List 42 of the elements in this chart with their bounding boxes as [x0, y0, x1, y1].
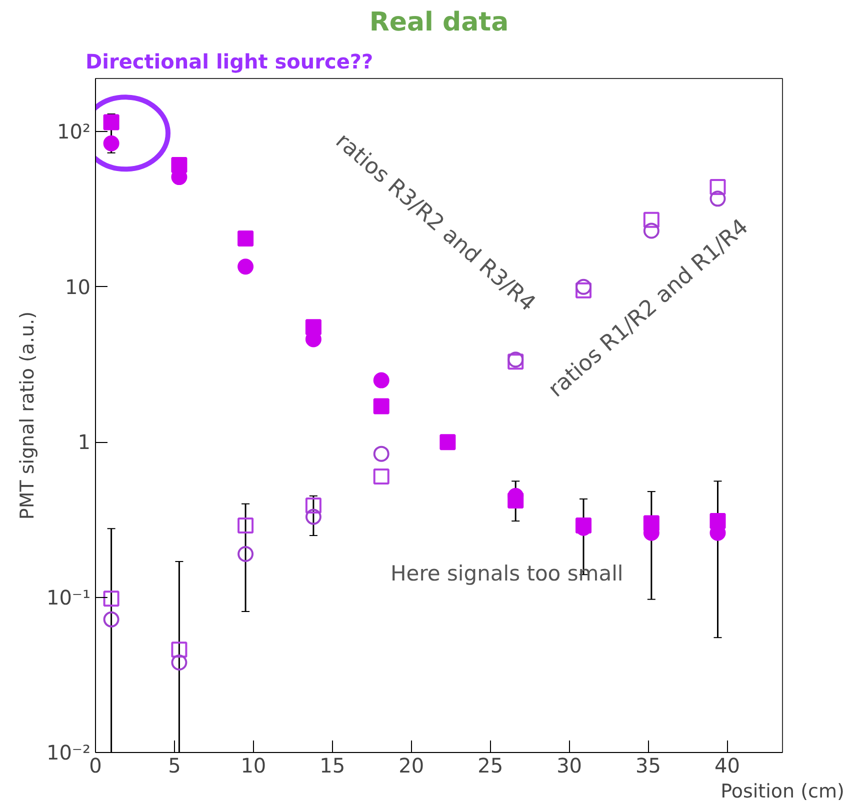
point [238, 518, 254, 534]
y-tick-label: 10⁻² [46, 740, 91, 764]
point [171, 642, 188, 658]
point [643, 212, 660, 228]
x-tick-label: 0 [89, 754, 102, 778]
point [373, 398, 390, 414]
point [238, 258, 254, 275]
y-tick-label: 1 [78, 430, 91, 454]
chart-title: Real data [369, 8, 509, 38]
y-tick-label: 10⁻¹ [46, 585, 91, 610]
point [103, 114, 120, 130]
point [373, 468, 390, 485]
x-axis-title: Position (cm) [720, 780, 844, 802]
point [440, 434, 456, 450]
point [710, 178, 726, 195]
point [171, 654, 188, 670]
x-tick-label: 40 [714, 754, 740, 778]
x-tick-label: 35 [636, 754, 661, 778]
point [373, 446, 390, 462]
x-tick-label: 15 [320, 754, 346, 778]
point [238, 230, 254, 246]
x-tick-label: 5 [168, 754, 181, 778]
point [238, 546, 254, 562]
x-tick-label: 20 [398, 754, 424, 778]
y-tick-label: 10² [57, 120, 90, 144]
y-tick-label: 10 [65, 274, 91, 299]
point [103, 611, 120, 628]
point [103, 590, 120, 607]
x-tick-label: 10 [240, 754, 266, 778]
x-tick-label: 30 [556, 754, 582, 778]
point [373, 372, 390, 388]
point [576, 282, 592, 298]
point [643, 222, 660, 239]
point [103, 135, 120, 152]
point [576, 278, 592, 295]
annotation: Here signals too small [390, 562, 624, 586]
point [305, 498, 322, 514]
point [305, 508, 322, 525]
x-tick-label: 25 [478, 754, 504, 778]
text: Directional light source?? [86, 50, 374, 74]
point [710, 190, 726, 207]
y-axis-title: PMT signal ratio (a.u.) [16, 311, 38, 520]
